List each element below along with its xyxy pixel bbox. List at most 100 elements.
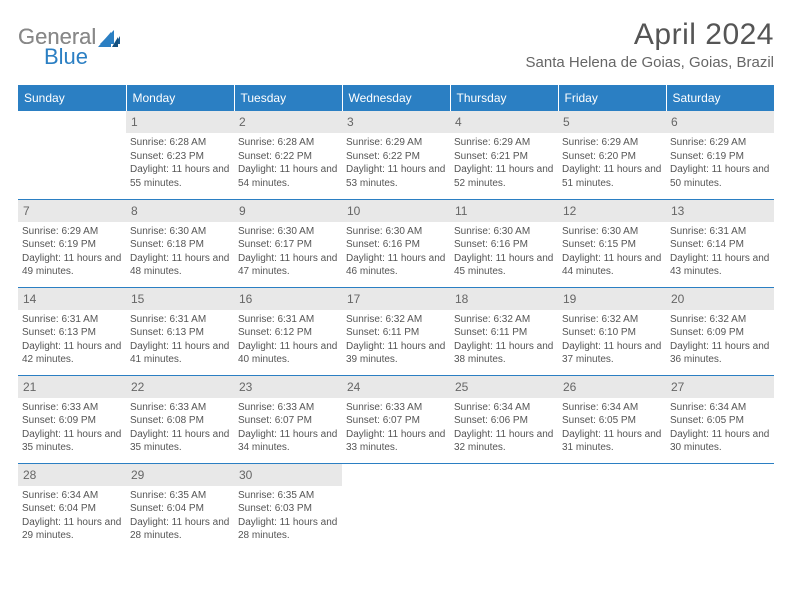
sunrise-line: Sunrise: 6:32 AM [346,313,446,327]
sunset-line: Sunset: 6:14 PM [670,238,770,252]
calendar-cell: 21Sunrise: 6:33 AMSunset: 6:09 PMDayligh… [18,375,126,463]
daylight-line: Daylight: 11 hours and 52 minutes. [454,163,554,190]
day-header: Friday [558,85,666,111]
daylight-line: Daylight: 11 hours and 35 minutes. [130,428,230,455]
sunrise-line: Sunrise: 6:32 AM [562,313,662,327]
sunset-line: Sunset: 6:17 PM [238,238,338,252]
sunrise-line: Sunrise: 6:34 AM [454,401,554,415]
sunset-line: Sunset: 6:04 PM [130,502,230,516]
day-number: 21 [18,376,126,398]
sunset-line: Sunset: 6:05 PM [562,414,662,428]
calendar-head: SundayMondayTuesdayWednesdayThursdayFrid… [18,85,774,111]
sunrise-line: Sunrise: 6:30 AM [238,225,338,239]
day-number: 5 [558,111,666,133]
sunset-line: Sunset: 6:13 PM [130,326,230,340]
calendar-cell: 12Sunrise: 6:30 AMSunset: 6:15 PMDayligh… [558,199,666,287]
calendar-cell: 16Sunrise: 6:31 AMSunset: 6:12 PMDayligh… [234,287,342,375]
triangle-icon [98,31,120,52]
sunset-line: Sunset: 6:16 PM [454,238,554,252]
day-number: 15 [126,288,234,310]
calendar-cell: 1Sunrise: 6:28 AMSunset: 6:23 PMDaylight… [126,111,234,199]
day-number: 13 [666,200,774,222]
calendar-cell: 19Sunrise: 6:32 AMSunset: 6:10 PMDayligh… [558,287,666,375]
day-number: 25 [450,376,558,398]
calendar-cell [450,463,558,551]
day-number: 7 [18,200,126,222]
calendar-cell: 8Sunrise: 6:30 AMSunset: 6:18 PMDaylight… [126,199,234,287]
sunrise-line: Sunrise: 6:29 AM [346,136,446,150]
calendar-week-row: 14Sunrise: 6:31 AMSunset: 6:13 PMDayligh… [18,287,774,375]
sunrise-line: Sunrise: 6:33 AM [130,401,230,415]
calendar-body: 1Sunrise: 6:28 AMSunset: 6:23 PMDaylight… [18,111,774,551]
sunset-line: Sunset: 6:16 PM [346,238,446,252]
sunset-line: Sunset: 6:10 PM [562,326,662,340]
calendar-cell: 13Sunrise: 6:31 AMSunset: 6:14 PMDayligh… [666,199,774,287]
daylight-line: Daylight: 11 hours and 28 minutes. [238,516,338,543]
day-number: 3 [342,111,450,133]
sunset-line: Sunset: 6:07 PM [346,414,446,428]
sunrise-line: Sunrise: 6:28 AM [130,136,230,150]
sunset-line: Sunset: 6:11 PM [454,326,554,340]
location-text: Santa Helena de Goias, Goias, Brazil [526,54,774,71]
calendar-cell: 11Sunrise: 6:30 AMSunset: 6:16 PMDayligh… [450,199,558,287]
calendar-cell: 28Sunrise: 6:34 AMSunset: 6:04 PMDayligh… [18,463,126,551]
day-number: 26 [558,376,666,398]
sunset-line: Sunset: 6:06 PM [454,414,554,428]
daylight-line: Daylight: 11 hours and 34 minutes. [238,428,338,455]
daylight-line: Daylight: 11 hours and 40 minutes. [238,340,338,367]
sunrise-line: Sunrise: 6:33 AM [238,401,338,415]
day-number: 12 [558,200,666,222]
day-header: Wednesday [342,85,450,111]
sunrise-line: Sunrise: 6:33 AM [346,401,446,415]
day-number: 28 [18,464,126,486]
calendar-cell: 15Sunrise: 6:31 AMSunset: 6:13 PMDayligh… [126,287,234,375]
daylight-line: Daylight: 11 hours and 45 minutes. [454,252,554,279]
calendar-week-row: 21Sunrise: 6:33 AMSunset: 6:09 PMDayligh… [18,375,774,463]
sunset-line: Sunset: 6:22 PM [238,150,338,164]
daylight-line: Daylight: 11 hours and 49 minutes. [22,252,122,279]
day-number: 2 [234,111,342,133]
sunset-line: Sunset: 6:11 PM [346,326,446,340]
sunset-line: Sunset: 6:09 PM [670,326,770,340]
calendar-cell: 6Sunrise: 6:29 AMSunset: 6:19 PMDaylight… [666,111,774,199]
day-number: 6 [666,111,774,133]
sunset-line: Sunset: 6:12 PM [238,326,338,340]
daylight-line: Daylight: 11 hours and 48 minutes. [130,252,230,279]
calendar-table: SundayMondayTuesdayWednesdayThursdayFrid… [18,85,774,551]
day-number: 24 [342,376,450,398]
day-header: Saturday [666,85,774,111]
calendar-cell: 24Sunrise: 6:33 AMSunset: 6:07 PMDayligh… [342,375,450,463]
daylight-line: Daylight: 11 hours and 41 minutes. [130,340,230,367]
calendar-week-row: 7Sunrise: 6:29 AMSunset: 6:19 PMDaylight… [18,199,774,287]
sunrise-line: Sunrise: 6:30 AM [346,225,446,239]
day-header: Sunday [18,85,126,111]
sunrise-line: Sunrise: 6:35 AM [238,489,338,503]
sunrise-line: Sunrise: 6:30 AM [130,225,230,239]
calendar-week-row: 28Sunrise: 6:34 AMSunset: 6:04 PMDayligh… [18,463,774,551]
daylight-line: Daylight: 11 hours and 44 minutes. [562,252,662,279]
calendar-cell: 22Sunrise: 6:33 AMSunset: 6:08 PMDayligh… [126,375,234,463]
calendar-cell: 4Sunrise: 6:29 AMSunset: 6:21 PMDaylight… [450,111,558,199]
sunrise-line: Sunrise: 6:32 AM [670,313,770,327]
calendar-cell: 30Sunrise: 6:35 AMSunset: 6:03 PMDayligh… [234,463,342,551]
calendar-cell: 9Sunrise: 6:30 AMSunset: 6:17 PMDaylight… [234,199,342,287]
sunset-line: Sunset: 6:23 PM [130,150,230,164]
calendar-cell: 17Sunrise: 6:32 AMSunset: 6:11 PMDayligh… [342,287,450,375]
sunset-line: Sunset: 6:03 PM [238,502,338,516]
sunset-line: Sunset: 6:07 PM [238,414,338,428]
calendar-cell: 20Sunrise: 6:32 AMSunset: 6:09 PMDayligh… [666,287,774,375]
sunrise-line: Sunrise: 6:31 AM [22,313,122,327]
daylight-line: Daylight: 11 hours and 39 minutes. [346,340,446,367]
daylight-line: Daylight: 11 hours and 47 minutes. [238,252,338,279]
sunset-line: Sunset: 6:22 PM [346,150,446,164]
sunrise-line: Sunrise: 6:31 AM [670,225,770,239]
day-number: 14 [18,288,126,310]
calendar-cell: 7Sunrise: 6:29 AMSunset: 6:19 PMDaylight… [18,199,126,287]
day-header: Tuesday [234,85,342,111]
title-block: April 2024 Santa Helena de Goias, Goias,… [526,18,774,71]
daylight-line: Daylight: 11 hours and 54 minutes. [238,163,338,190]
calendar-cell: 25Sunrise: 6:34 AMSunset: 6:06 PMDayligh… [450,375,558,463]
sunset-line: Sunset: 6:08 PM [130,414,230,428]
sunrise-line: Sunrise: 6:30 AM [562,225,662,239]
day-number: 4 [450,111,558,133]
